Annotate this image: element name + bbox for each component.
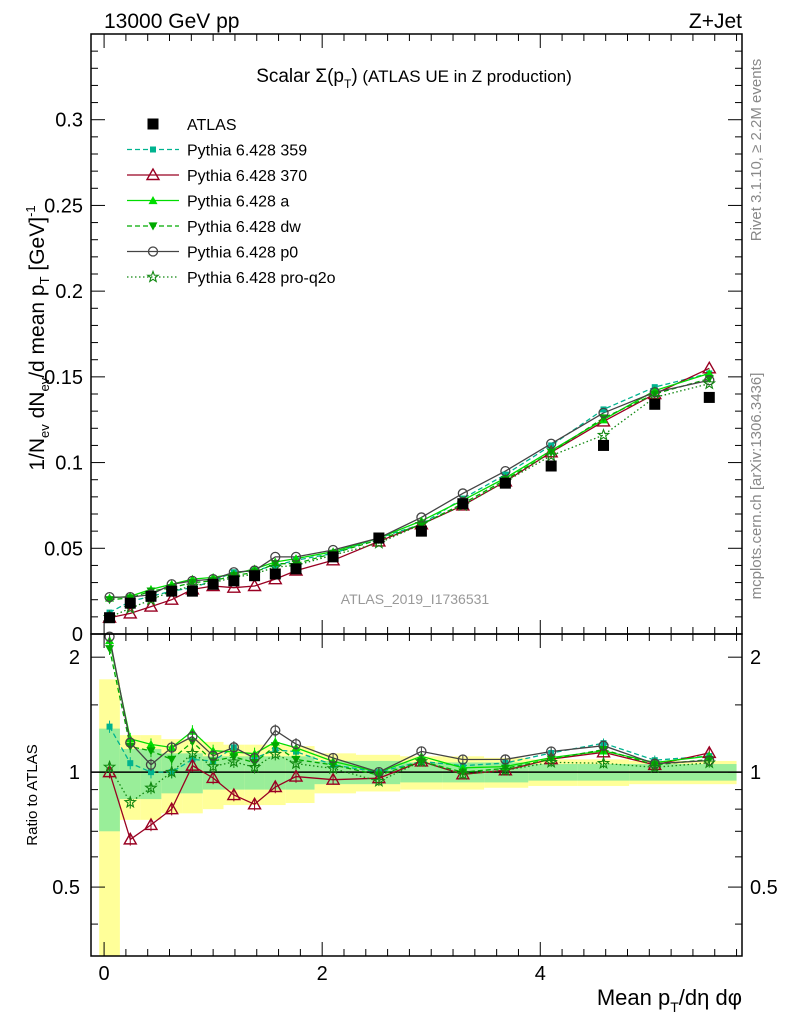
legend-marker-1	[150, 146, 156, 153]
ratio-tick-label: 0.5	[52, 877, 80, 899]
atlas-point	[327, 551, 339, 563]
series-5-point	[104, 591, 115, 603]
series-2-point	[247, 578, 262, 592]
legend-marker-0	[147, 118, 159, 130]
ratio-tick-label-right: 2	[750, 647, 761, 669]
series-4-point	[650, 390, 660, 399]
ratio-tick-label: 2	[69, 647, 80, 669]
series-6-point	[544, 448, 558, 462]
atlas-point	[703, 391, 715, 403]
atlas-point	[373, 532, 385, 544]
atlas-point	[649, 398, 661, 410]
legend-label-0: ATLAS	[187, 117, 237, 134]
series-2-point	[226, 580, 242, 593]
legend-label-4: Pythia 6.428 dw	[187, 219, 301, 236]
atlas-point	[457, 498, 469, 510]
y-tick-label: 0.2	[55, 281, 83, 303]
series-5-point	[704, 375, 715, 386]
ratio-y-axis-label: Ratio to ATLAS	[24, 744, 41, 845]
atlas-point	[269, 568, 281, 580]
atlas-point	[598, 439, 610, 451]
legend-marker-5	[147, 246, 159, 257]
series-4-line	[109, 377, 710, 601]
band-green	[223, 756, 245, 790]
y-tick-label: 0.05	[44, 538, 83, 560]
tick-labels: 0 2 400.050.10.150.20.250.30.5 0.51 12 2	[44, 110, 778, 985]
axis-ticks	[91, 34, 742, 956]
ratio-uncertainty-bands	[99, 679, 737, 956]
band-green	[264, 756, 286, 790]
x-tick-label: 2	[317, 963, 328, 985]
series-5-point	[457, 488, 468, 499]
series-5-point	[416, 512, 427, 523]
atlas-point	[104, 612, 116, 624]
atlas-point	[145, 590, 157, 602]
legend-marker-2	[145, 167, 161, 181]
atlas-point	[415, 525, 427, 537]
series-1-line	[109, 372, 710, 614]
atlas-point	[545, 460, 557, 472]
series-5-point	[187, 575, 198, 587]
x-tick-label: 4	[535, 963, 546, 985]
y-tick-label: 0.3	[55, 110, 83, 132]
y-tick-label: 0.1	[55, 453, 83, 475]
plot-frames	[90, 33, 743, 957]
watermark: ATLAS_2019_I1736531	[341, 591, 490, 607]
ratio-tick-label-right: 1	[750, 762, 761, 784]
series-6-point	[596, 428, 611, 441]
header-right: Z+Jet	[689, 10, 742, 33]
y-tick-label: 0.25	[44, 195, 83, 217]
atlas-point	[207, 578, 219, 590]
series-5-point	[598, 407, 609, 419]
band-green	[119, 748, 141, 800]
legend: ATLAS Pythia 6.428 359 Pythia 6.428 370 Pyt…	[127, 117, 336, 287]
atlas-point	[166, 585, 178, 597]
mcplots-label: mcplots.cern.ch [arXiv:1306.3436]	[748, 373, 765, 600]
legend-label-2: Pythia 6.428 370	[187, 168, 307, 185]
series-markers	[102, 360, 717, 846]
series-4-point	[270, 560, 280, 569]
atlas-point	[124, 597, 136, 609]
series-4-point	[546, 448, 556, 457]
series-2-point	[164, 592, 179, 605]
ratio-tick-label: 1	[69, 762, 80, 784]
series-2-point	[143, 599, 159, 612]
legend-marker-3	[148, 196, 158, 205]
atlas-point	[249, 570, 261, 582]
chart-title: Scalar Σ(pT) (ATLAS UE in Z production)	[256, 66, 572, 91]
ratio-plot-frame	[90, 633, 743, 957]
rivet-label: Rivet 3.1.10, ≥ 2.2M events	[748, 59, 765, 242]
atlas-point	[228, 575, 240, 587]
band-green	[99, 728, 120, 832]
band-green	[182, 753, 203, 794]
series-5-point	[546, 438, 557, 449]
legend-label-1: Pythia 6.428 359	[187, 143, 307, 160]
atlas-point	[499, 477, 511, 489]
x-tick-label: 0	[99, 963, 110, 985]
series-1-point	[600, 406, 607, 413]
legend-label-6: Pythia 6.428 pro-q2o	[187, 270, 336, 287]
legend-label-5: Pythia 6.428 p0	[187, 245, 298, 262]
series-5-point	[649, 387, 660, 398]
series-4-point	[187, 578, 197, 588]
legend-label-3: Pythia 6.428 a	[187, 194, 289, 211]
atlas-point	[186, 585, 198, 597]
y-tick-label: 0.15	[44, 367, 83, 389]
y-tick-label: 0	[72, 624, 83, 646]
atlas-point	[290, 563, 302, 575]
y-axis-label: 1/Nev dNev/d mean pT [GeV]-1	[23, 205, 52, 470]
x-axis-label: Mean pT/dη dφ	[597, 985, 742, 1015]
legend-marker-6	[146, 269, 160, 283]
series-6-point	[702, 376, 717, 390]
legend-marker-4	[148, 222, 158, 231]
ratio-tick-label-right: 0.5	[750, 877, 778, 899]
series-4-point	[105, 596, 115, 605]
header-left: 13000 GeV pp	[104, 10, 239, 33]
